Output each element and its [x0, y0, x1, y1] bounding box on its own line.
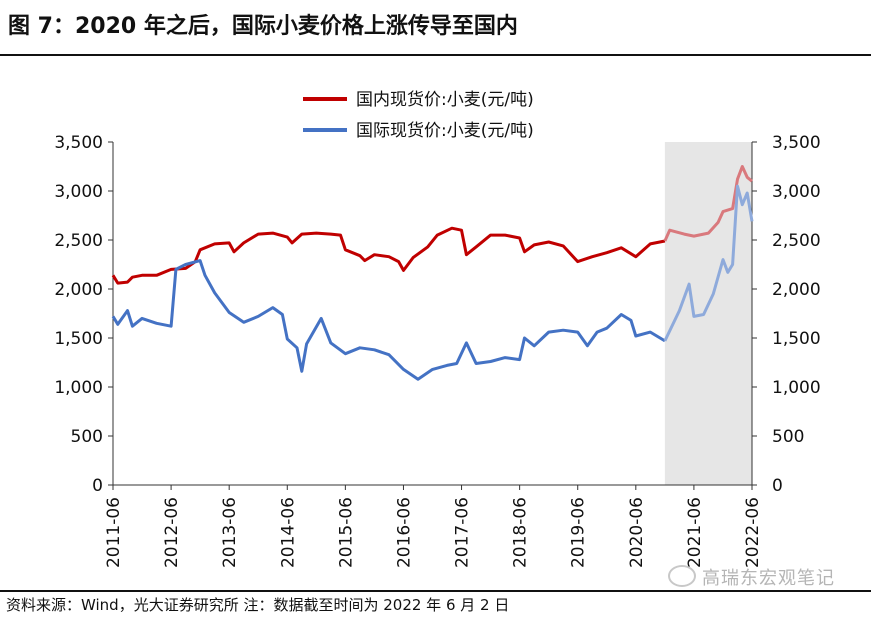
x-tick-label: 2012-06: [162, 497, 182, 568]
right-y-ticks: 0 500 1,000 1,500 2,000 2,500 3,000 3,500: [752, 133, 821, 496]
legend: 国内现货价:小麦(元/吨) 国际现货价:小麦(元/吨): [303, 90, 534, 141]
x-tick-label: 2020-06: [627, 497, 647, 568]
wechat-icon: [668, 565, 696, 587]
right-tick-label: 2,500: [772, 231, 821, 251]
series-line-international-recent: [663, 184, 754, 342]
x-tick-label: 2016-06: [394, 497, 414, 568]
x-tick-label: 2011-06: [104, 497, 124, 568]
x-tick-label: 2022-06: [743, 497, 763, 568]
right-tick-label: 3,000: [772, 182, 821, 202]
source-note: 资料来源：Wind，光大证券研究所 注：数据截至时间为 2022 年 6 月 2…: [6, 596, 510, 614]
legend-label-international: 国际现货价:小麦(元/吨): [356, 121, 534, 141]
left-tick-label: 3,000: [54, 182, 103, 202]
title-divider: [0, 54, 871, 56]
right-tick-label: 1,000: [772, 378, 821, 398]
left-tick-label: 2,000: [54, 280, 103, 300]
right-tick-label: 3,500: [772, 133, 821, 153]
watermark: 高瑞东宏观笔记: [668, 564, 835, 590]
x-tick-label: 2017-06: [453, 497, 473, 568]
series-line-domestic: [111, 226, 666, 285]
x-tick-label: 2014-06: [278, 497, 298, 568]
source-divider: [0, 590, 871, 592]
left-tick-label: 1,500: [54, 329, 103, 349]
left-y-ticks: 0 500 1,000 1,500 2,000 2,500 3,000 3,500: [54, 133, 113, 496]
series-line-international: [111, 259, 666, 381]
left-tick-label: 500: [71, 427, 103, 447]
series-line-domestic-recent: [663, 165, 753, 242]
x-ticks: 2011-06 2012-06 2013-06 2014-06 2015-06 2016-…: [104, 485, 763, 568]
left-tick-label: 1,000: [54, 378, 103, 398]
x-tick-label: 2015-06: [336, 497, 356, 568]
left-tick-label: 0: [92, 476, 103, 496]
right-tick-label: 0: [772, 476, 783, 496]
legend-label-domestic: 国内现货价:小麦(元/吨): [356, 90, 534, 110]
series-lines: [111, 165, 754, 381]
watermark-text: 高瑞东宏观笔记: [702, 568, 835, 589]
x-tick-label: 2013-06: [220, 497, 240, 568]
right-tick-label: 1,500: [772, 329, 821, 349]
right-tick-label: 2,000: [772, 280, 821, 300]
left-tick-label: 3,500: [54, 133, 103, 153]
x-tick-label: 2019-06: [569, 497, 589, 568]
x-tick-label: 2018-06: [511, 497, 531, 568]
page-title: 图 7：2020 年之后，国际小麦价格上涨传导至国内: [8, 14, 518, 39]
x-tick-label: 2021-06: [685, 497, 705, 568]
left-tick-label: 2,500: [54, 231, 103, 251]
right-tick-label: 500: [772, 427, 804, 447]
